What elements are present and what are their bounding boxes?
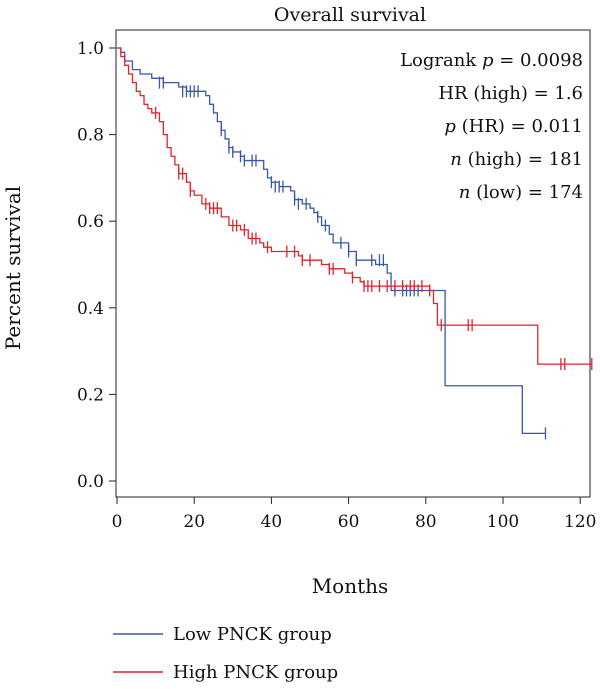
series-high-pnck — [117, 47, 593, 371]
survival-curves — [117, 47, 593, 440]
x-tick-label: 100 — [487, 512, 519, 532]
legend-label-low: Low PNCK group — [173, 624, 332, 645]
x-axis-label: Months — [312, 574, 389, 598]
y-tick-label: 0.4 — [77, 299, 104, 319]
stat-p-hr: p (HR) = 0.011 — [444, 116, 583, 137]
legend-label-high: High PNCK group — [173, 662, 338, 683]
y-tick-label: 0.0 — [77, 472, 104, 492]
stat-hr: HR (high) = 1.6 — [438, 83, 583, 104]
y-tick-label: 1.0 — [77, 39, 104, 59]
y-axis: 0.0 0.2 0.4 0.6 0.8 1.0 — [77, 39, 116, 492]
x-tick-label: 20 — [183, 512, 205, 532]
x-tick-label: 120 — [564, 512, 596, 532]
stat-logrank: Logrank p = 0.0098 — [400, 50, 583, 71]
y-tick-label: 0.6 — [77, 212, 104, 232]
stats-annotation: Logrank p = 0.0098 HR (high) = 1.6 p (HR… — [400, 50, 583, 203]
plot-area — [115, 29, 591, 498]
y-tick-label: 0.8 — [77, 126, 104, 146]
y-tick-label: 0.2 — [77, 385, 104, 405]
plot-border — [115, 29, 591, 498]
x-axis: 0 20 40 60 80 100 120 — [112, 497, 596, 532]
x-tick-label: 80 — [415, 512, 437, 532]
chart-title: Overall survival — [274, 4, 426, 26]
legend: Low PNCK group High PNCK group — [113, 624, 338, 683]
survival-curve-low — [117, 47, 546, 435]
series-low-pnck — [117, 47, 547, 440]
y-axis-label: Percent survival — [1, 186, 25, 350]
x-tick-label: 60 — [338, 512, 360, 532]
stat-n-low: n (low) = 174 — [459, 182, 583, 203]
x-tick-label: 40 — [261, 512, 283, 532]
stat-n-high: n (high) = 181 — [450, 149, 583, 170]
x-tick-label: 0 — [112, 512, 123, 532]
